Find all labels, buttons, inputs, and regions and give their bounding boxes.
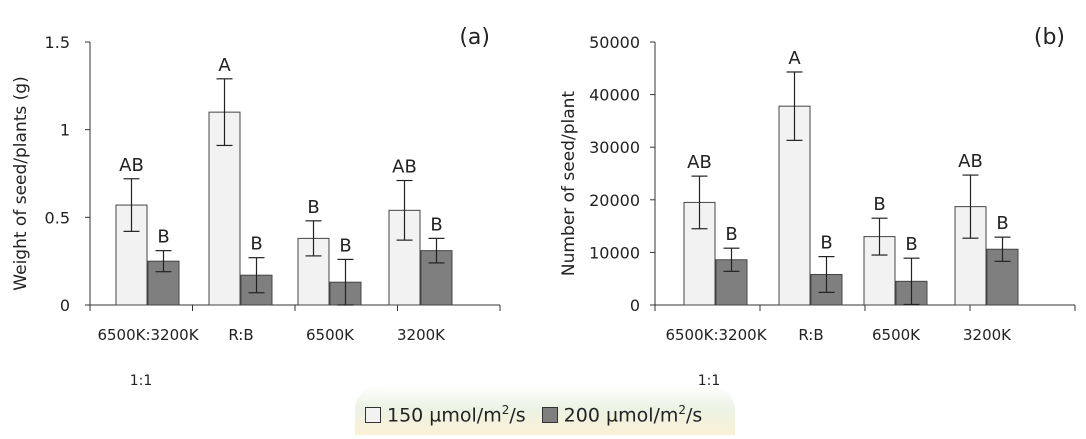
x-tick-sublabel: 1:1 [130, 373, 153, 389]
y-axis-label: Weight of seed/plants (g) [11, 76, 31, 290]
legend-label-200: 200 µmol/m2/s [563, 403, 703, 427]
y-tick-label: 30000 [589, 138, 640, 157]
y-tick-label: 1.5 [45, 33, 70, 52]
y-tick-label: 0 [630, 296, 640, 315]
significance-label: B [430, 214, 442, 235]
legend: 150 µmol/m2/s 200 µmol/m2/s [365, 398, 718, 432]
y-tick-label: 0 [60, 296, 70, 315]
y-tick-label: 1 [60, 121, 70, 140]
significance-label: B [905, 234, 917, 255]
significance-label: AB [958, 151, 983, 172]
significance-label: AB [392, 157, 417, 178]
y-tick-label: 50000 [589, 33, 640, 52]
legend-swatch-150 [365, 406, 381, 423]
y-tick-label: 0.5 [45, 208, 70, 227]
significance-label: AB [687, 152, 712, 173]
x-tick-sublabel: 1:1 [698, 373, 721, 389]
significance-label: B [157, 227, 169, 248]
legend-label-150: 150 µmol/m2/s [387, 403, 526, 427]
significance-label: A [218, 55, 231, 76]
x-tick-label: 3200K [397, 326, 446, 344]
panel-label: (a) [459, 25, 490, 50]
x-tick-label: 3200K [963, 326, 1012, 344]
legend-item-200: 200 µmol/m2/s [541, 403, 703, 427]
significance-label: B [820, 233, 832, 254]
significance-label: B [250, 234, 262, 255]
y-tick-label: 20000 [589, 191, 640, 210]
significance-label: B [725, 224, 737, 245]
y-tick-label: 10000 [589, 243, 640, 262]
significance-label: AB [119, 155, 144, 176]
x-tick-label: 6500K [872, 326, 921, 344]
y-tick-label: 40000 [589, 86, 640, 105]
x-tick-label: 6500K:3200K [97, 326, 199, 344]
significance-label: B [307, 197, 319, 218]
significance-label: B [996, 213, 1008, 234]
x-tick-label: 6500K [306, 326, 355, 344]
y-axis-label: Number of seed/plant [559, 91, 579, 276]
significance-label: B [339, 235, 351, 256]
significance-label: A [788, 48, 801, 69]
panel-label: (b) [1034, 25, 1065, 50]
significance-label: B [873, 194, 885, 215]
legend-swatch-200 [541, 406, 558, 423]
x-tick-label: R:B [228, 326, 253, 344]
x-tick-label: R:B [798, 326, 823, 344]
x-tick-label: 6500K:3200K [665, 326, 767, 344]
bar [297, 237, 330, 306]
legend-item-150: 150 µmol/m2/s [365, 403, 526, 427]
